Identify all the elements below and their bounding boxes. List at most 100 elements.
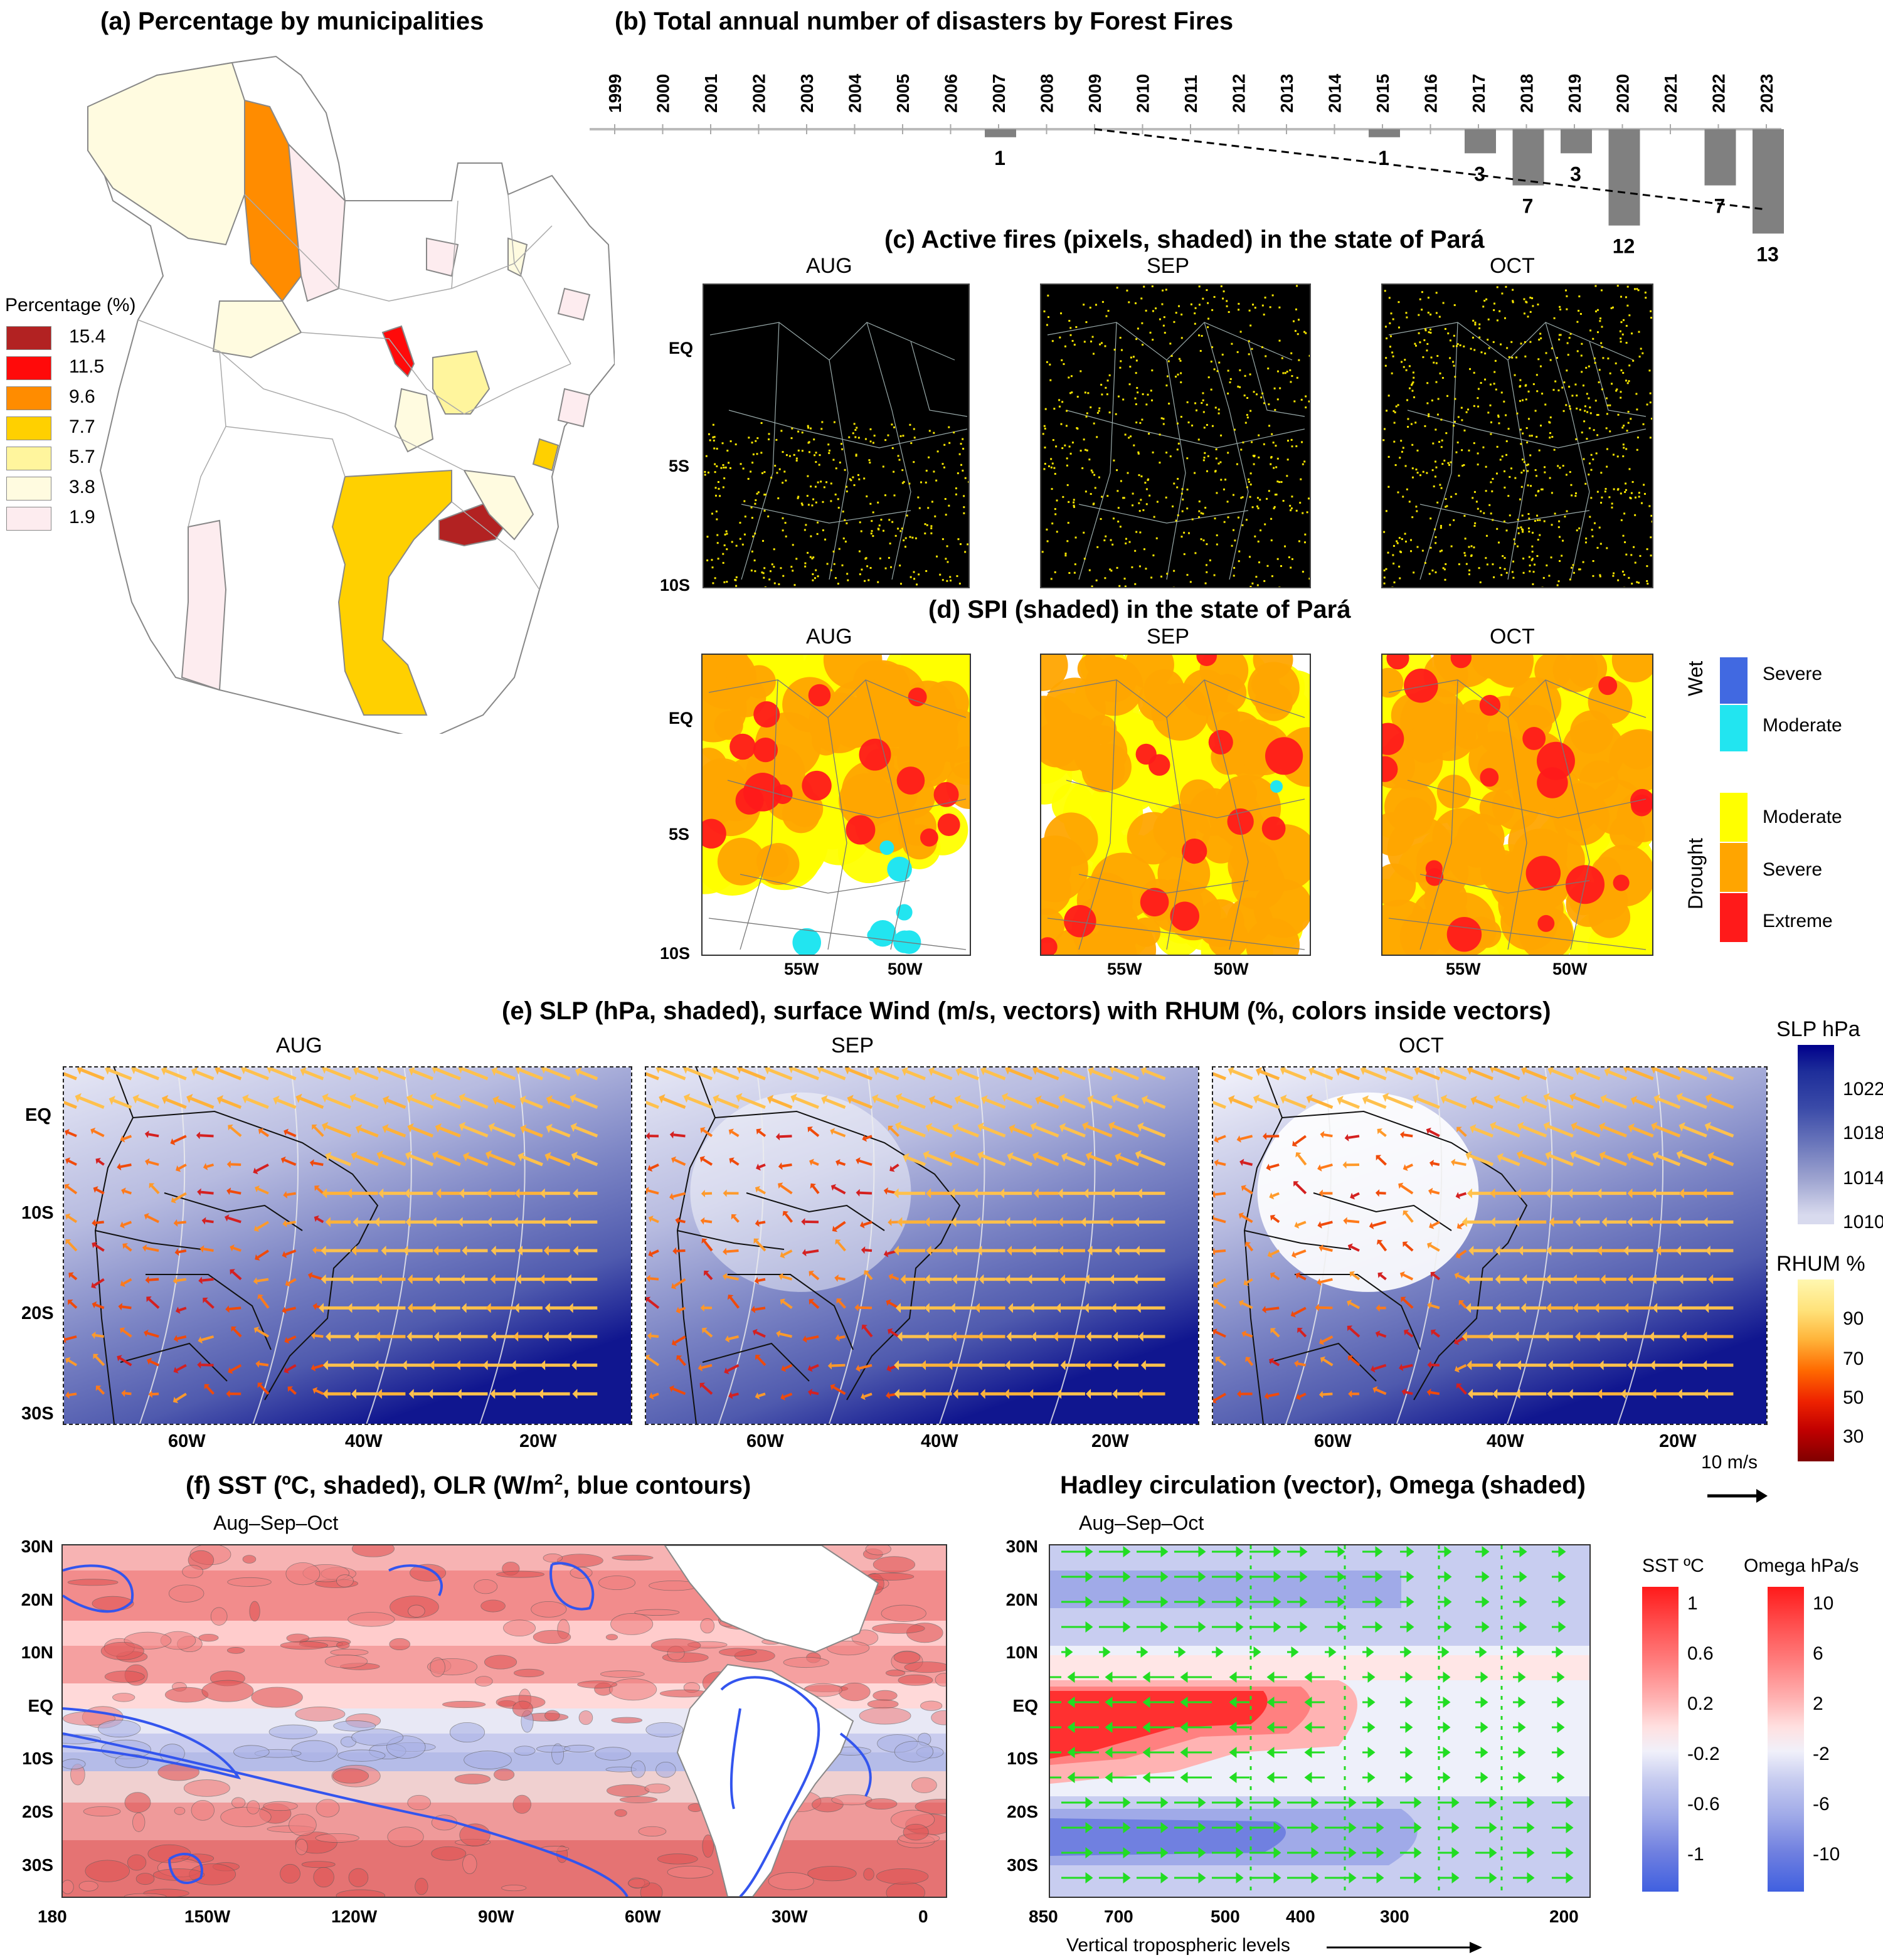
legend-a-swatch [6,507,51,531]
region-7.7-large [331,469,452,716]
region-1.9-b [181,519,227,691]
panel-e-lon-60w-sep: 60W [746,1431,784,1451]
panel-d-lon-50w-sep: 50W [1214,960,1249,978]
panel-d-lon-55w-sep: 55W [1107,960,1142,978]
year-tick-label: 2015 [1373,74,1392,113]
panel-f-lat-axis: 30N 20N 10N EQ 10S 20S 30S [6,1537,53,1900]
year-tick-label: 2004 [846,73,865,113]
f-lon-label: 30W [772,1907,808,1926]
spi-legend-drought-title: Drought [1684,838,1707,909]
fires-map-sep [1040,283,1311,588]
legend-a-swatch [6,356,51,380]
panel-g-title: Hadley circulation (vector), Omega (shad… [1060,1471,1586,1499]
sst-olr-map [61,1544,947,1898]
g-level-label: 700 [1104,1907,1133,1926]
bar-2015 [1369,129,1400,137]
para-municipality-map [87,55,615,734]
rhum-level-90: 90 [1843,1308,1864,1329]
panel-e-lon-60w-aug: 60W [168,1431,206,1451]
panel-c-title: (c) Active fires (pixels, shaded) in the… [884,226,1485,253]
f-lon-label: 180 [38,1907,67,1926]
panel-e-month-oct: OCT [1399,1034,1444,1057]
panel-d-lat-10s: 10S [660,944,691,963]
year-tick-label: 2012 [1229,74,1249,113]
year-tick-label: 2009 [1085,74,1105,113]
f-lon-label: 120W [331,1907,378,1926]
bar-2007 [985,129,1016,137]
slp-legend-title: SLP hPa [1776,1017,1860,1041]
panel-e-lat-30s: 30S [21,1404,54,1424]
panel-g-season: Aug–Sep–Oct [1079,1512,1204,1534]
legend-a-label: 9.6 [69,386,95,407]
panel-c-month-aug: AUG [806,254,852,278]
year-tick-label: 2010 [1133,74,1153,113]
f-lon-label: 90W [478,1907,514,1926]
f-lon-label: 60W [625,1907,661,1926]
slp-colorbar [1798,1045,1834,1224]
bar-2020 [1608,129,1640,226]
panel-d-lon-55w-aug: 55W [784,960,819,978]
g-lat-label: 10N [1005,1643,1038,1663]
legend-a-label: 5.7 [69,447,95,467]
panel-a-legend: 15.4 11.5 9.6 7.7 5.7 3.8 1.9 [6,326,132,539]
slp-level-1022: 1022 [1843,1079,1883,1099]
year-tick-label: 2016 [1421,74,1441,113]
sst-level: -1 [1687,1844,1704,1865]
spi-map-aug [701,654,971,956]
bar-value-label: 3 [1570,162,1581,185]
spi-legend-wet-severe: Severe [1763,664,1823,684]
bar-value-label: 12 [1613,235,1635,258]
panel-e-lon-40w-aug: 40W [345,1431,383,1451]
year-tick-label: 2000 [654,74,673,113]
region-1.9-d [557,287,591,321]
year-tick-label: 2018 [1517,74,1537,113]
f-lat-label: 20S [22,1802,53,1821]
bar-value-label: 7 [1714,195,1726,218]
ref-vector-label: 10 m/s [1701,1452,1758,1473]
slp-wind-map-oct [1212,1066,1768,1425]
f-lat-label: 20N [21,1589,53,1609]
legend-a-label: 1.9 [69,507,95,527]
year-tick-label: 1999 [605,74,625,113]
panel-d-lon-50w-oct: 50W [1552,960,1588,978]
sst-level: 1 [1687,1593,1698,1614]
panel-e-lon-40w-oct: 40W [1487,1431,1524,1451]
spi-legend-drought-moderate-swatch [1720,793,1748,842]
year-tick-label: 2006 [942,74,961,113]
legend-a-swatch [6,386,51,410]
f-lat-label: 10S [22,1749,53,1769]
omega-level: -10 [1813,1844,1840,1865]
sst-legend-title: SST ºC [1642,1555,1704,1576]
bar-value-label: 13 [1756,243,1779,265]
spi-legend-drought-extreme: Extreme [1763,911,1833,931]
panel-c-month-oct: OCT [1490,254,1535,278]
legend-a-label: 11.5 [69,356,105,377]
spi-map-sep [1040,654,1311,956]
g-level-label: 200 [1549,1907,1579,1926]
g-lat-label: EQ [1012,1695,1038,1715]
panel-e-lat-10s: 10S [21,1203,54,1223]
panel-g-xlabel-arrow [1327,1942,1482,1953]
g-lat-label: 20N [1005,1589,1038,1609]
year-tick-label: 2022 [1709,74,1729,113]
sst-level: -0.6 [1687,1794,1720,1814]
panel-c-lat-eq: EQ [669,339,694,358]
f-lon-label: 150W [184,1907,231,1926]
region-3.8-d [463,469,534,541]
sst-colorbar [1642,1587,1679,1892]
panel-e-lon-60w-oct: 60W [1314,1431,1352,1451]
year-tick-label: 2019 [1565,74,1584,113]
legend-a-swatch [6,447,51,470]
panel-d-month-aug: AUG [806,625,852,649]
omega-level: 6 [1813,1643,1823,1664]
panel-d-month-sep: SEP [1147,625,1190,649]
ref-vector-arrow [1707,1489,1768,1503]
bar-2019 [1561,129,1592,154]
fires-map-aug [703,283,970,588]
rhum-colorbar [1798,1279,1834,1461]
g-level-label: 500 [1211,1907,1240,1926]
omega-level: 2 [1813,1693,1823,1714]
bar-value-label: 3 [1474,162,1485,185]
hadley-omega-plot [1049,1544,1591,1898]
rhum-level-50: 50 [1843,1387,1864,1408]
